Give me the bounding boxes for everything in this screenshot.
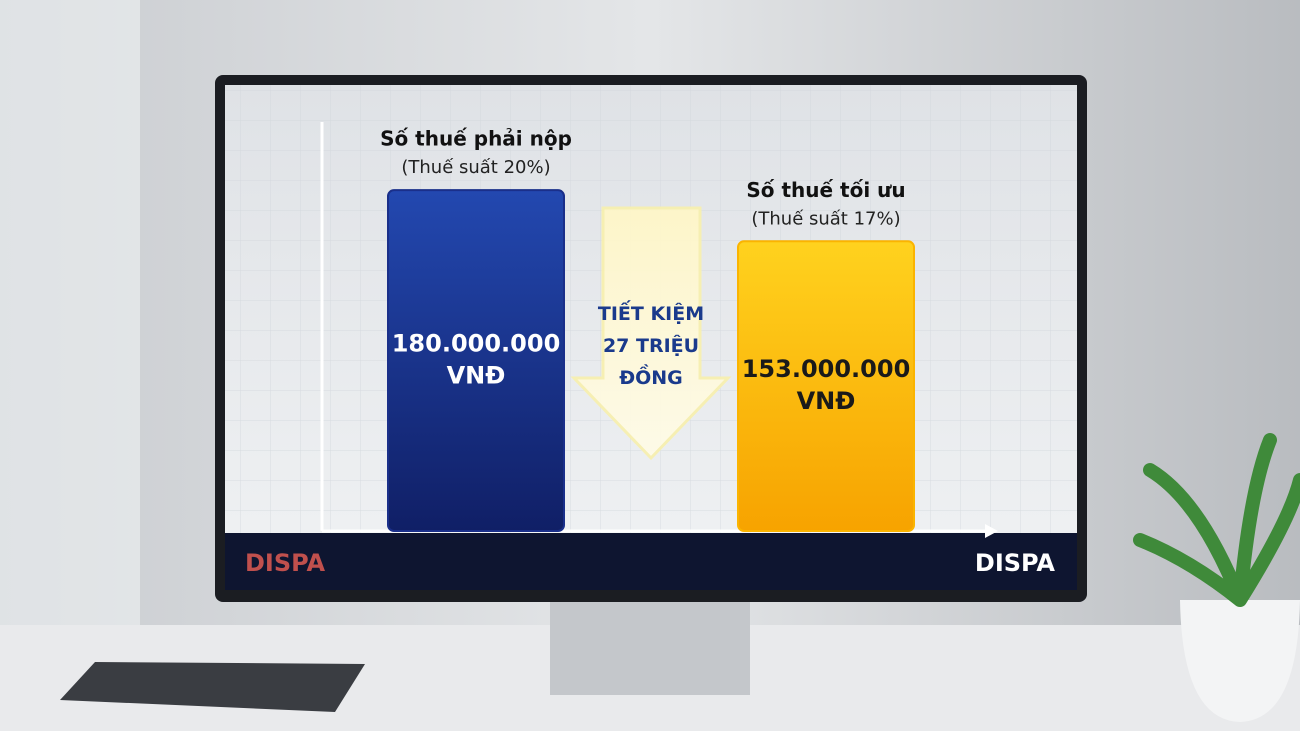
tablet: [60, 662, 365, 712]
x-axis-arrow: [985, 524, 998, 538]
plant-leaves: [1133, 433, 1300, 607]
bar: [387, 189, 565, 533]
category-note: (Thuế suất 17%): [751, 208, 900, 229]
window-light: [0, 0, 140, 731]
category-label: Số thuế phải nộp: [380, 127, 572, 151]
monitor-stand: [550, 600, 750, 695]
logo-left: DISPA: [245, 549, 326, 577]
value-label: 153.000.000 VNĐ: [742, 355, 911, 415]
category-label: Số thuế tối ưu: [746, 178, 905, 202]
category-note: (Thuế suất 20%): [401, 157, 550, 178]
value-label: 180.000.000 VNĐ: [392, 330, 561, 390]
plant-pot: [1180, 600, 1300, 722]
logo-right: DISPA: [975, 549, 1056, 577]
bar: [737, 240, 915, 533]
footer-bar: [225, 533, 1077, 590]
savings-arrow: [570, 206, 732, 461]
annotation: TIẾT KIỆM 27 TRIỆU ĐỒNG: [598, 299, 704, 389]
